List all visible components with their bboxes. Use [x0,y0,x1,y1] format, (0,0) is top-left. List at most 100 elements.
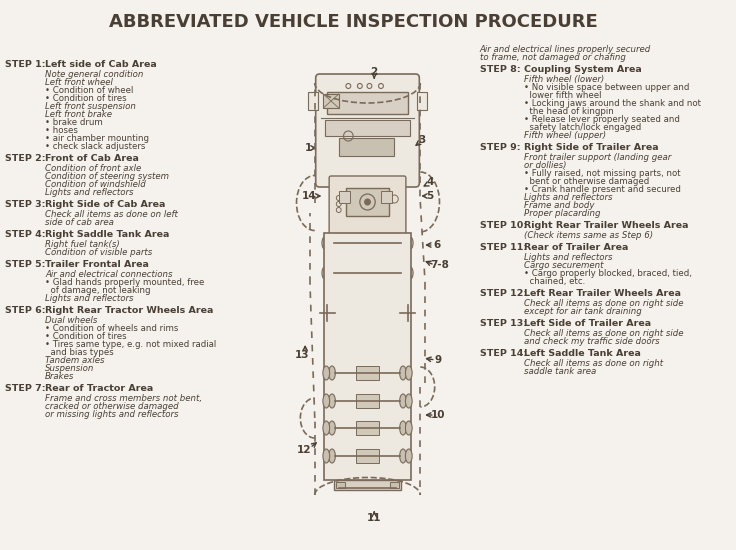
Text: 13: 13 [295,350,310,360]
Text: Condition of windshield: Condition of windshield [45,180,146,189]
Text: Right Side of Cab Area: Right Side of Cab Area [45,200,166,209]
Text: Cargo securement: Cargo securement [524,261,604,270]
Bar [328,92,408,114]
Ellipse shape [406,449,412,463]
FancyArrowPatch shape [424,182,429,186]
Text: Lights and reflectors: Lights and reflectors [524,193,612,202]
FancyArrowPatch shape [303,346,308,351]
Text: Check all items as done on right side: Check all items as done on right side [524,299,684,308]
Bar [347,188,389,216]
Text: Left front suspension: Left front suspension [45,102,136,111]
Text: Front of Cab Area: Front of Cab Area [45,154,139,163]
Ellipse shape [322,236,329,250]
Bar [325,120,410,136]
Text: • Cargo properly blocked, braced, tied,: • Cargo properly blocked, braced, tied, [524,269,692,278]
Ellipse shape [400,236,407,250]
Ellipse shape [323,366,330,380]
Bar [334,480,401,490]
Text: • Glad hands properly mounted, free: • Glad hands properly mounted, free [45,278,205,287]
Text: or missing lights and reflectors: or missing lights and reflectors [45,410,179,419]
Text: 1: 1 [305,143,311,153]
Text: cracked or otherwise damaged: cracked or otherwise damaged [45,402,179,411]
FancyArrowPatch shape [427,243,431,247]
Bar [381,191,392,203]
Text: Left Saddle Tank Area: Left Saddle Tank Area [524,349,641,358]
Text: STEP 4:: STEP 4: [5,230,46,239]
Ellipse shape [329,421,336,435]
Text: 6: 6 [433,240,440,250]
Text: STEP 10:: STEP 10: [480,221,527,230]
Text: Right Rear Trailer Wheels Area: Right Rear Trailer Wheels Area [524,221,688,230]
Ellipse shape [323,394,330,408]
Text: Frame and cross members not bent,: Frame and cross members not bent, [45,394,202,403]
Text: Left Side of Trailer Area: Left Side of Trailer Area [524,319,651,328]
Text: Coupling System Area: Coupling System Area [524,65,642,74]
Text: lower fifth wheel: lower fifth wheel [524,91,601,100]
Text: 9: 9 [435,355,442,365]
FancyArrowPatch shape [427,413,432,417]
Text: • hoses: • hoses [45,126,78,135]
Ellipse shape [406,366,412,380]
Text: Check all items as done on right side: Check all items as done on right side [524,329,684,338]
Bar [336,482,345,488]
Text: Right fuel tank(s): Right fuel tank(s) [45,240,120,249]
Ellipse shape [400,394,406,408]
Text: Left front wheel: Left front wheel [45,78,113,87]
Text: • Condition of tires: • Condition of tires [45,332,127,341]
FancyBboxPatch shape [329,176,406,235]
Text: Right Saddle Tank Area: Right Saddle Tank Area [45,230,169,239]
Text: Left Rear Trailer Wheels Area: Left Rear Trailer Wheels Area [524,289,681,298]
Text: bent or otherwise damaged: bent or otherwise damaged [524,177,649,186]
Text: Air and electrical connections: Air and electrical connections [45,270,173,279]
Text: Brakes: Brakes [45,372,74,381]
Text: STEP 1:: STEP 1: [5,60,46,69]
Text: safety latch/lock engaged: safety latch/lock engaged [524,123,641,132]
Text: ABBREVIATED VEHICLE INSPECTION PROCEDURE: ABBREVIATED VEHICLE INSPECTION PROCEDURE [109,13,598,31]
Circle shape [364,199,370,205]
Ellipse shape [328,236,334,250]
Bar [308,92,318,110]
Text: Lights and reflectors: Lights and reflectors [45,188,134,197]
Text: STEP 8:: STEP 8: [480,65,520,74]
FancyBboxPatch shape [316,74,420,187]
Text: Tandem axles: Tandem axles [45,356,105,365]
Text: • Condition of wheel: • Condition of wheel [45,86,133,95]
Text: of damage, not leaking: of damage, not leaking [45,286,151,295]
Text: STEP 14:: STEP 14: [480,349,527,358]
Ellipse shape [329,366,336,380]
Text: • air chamber mounting: • air chamber mounting [45,134,149,143]
Text: Left side of Cab Area: Left side of Cab Area [45,60,157,69]
Text: 10: 10 [431,410,446,420]
Text: STEP 12:: STEP 12: [480,289,527,298]
FancyArrowPatch shape [372,512,376,517]
Text: Dual wheels: Dual wheels [45,316,97,325]
Text: 12: 12 [297,445,311,455]
Text: Left front brake: Left front brake [45,110,112,119]
Text: 2: 2 [371,67,378,77]
Text: • Condition of tires: • Condition of tires [45,94,127,103]
FancyArrowPatch shape [316,194,320,198]
Text: • Fully raised, not missing parts, not: • Fully raised, not missing parts, not [524,169,681,178]
Text: Condition of front axle: Condition of front axle [45,164,141,173]
Text: Condition of visible parts: Condition of visible parts [45,248,152,257]
Text: Rear of Trailer Area: Rear of Trailer Area [524,243,629,252]
Ellipse shape [329,449,336,463]
Text: Front trailer support (landing gear: Front trailer support (landing gear [524,153,671,162]
Text: STEP 11:: STEP 11: [480,243,527,252]
Text: Proper placarding: Proper placarding [524,209,601,218]
Text: • Locking jaws around the shank and not: • Locking jaws around the shank and not [524,99,701,108]
Text: Fifth wheel (upper): Fifth wheel (upper) [524,131,606,140]
Text: • Crank handle present and secured: • Crank handle present and secured [524,185,681,194]
Text: Right Side of Trailer Area: Right Side of Trailer Area [524,143,659,152]
Ellipse shape [406,267,413,279]
Text: Note general condition: Note general condition [45,70,144,79]
Bar [417,92,427,110]
Ellipse shape [323,449,330,463]
FancyArrowPatch shape [311,146,315,150]
Text: Trailer Frontal Area: Trailer Frontal Area [45,260,149,269]
FancyArrowPatch shape [426,357,433,361]
Text: STEP 9:: STEP 9: [480,143,520,152]
Text: 14: 14 [302,191,316,201]
Ellipse shape [400,366,406,380]
Ellipse shape [400,267,407,279]
